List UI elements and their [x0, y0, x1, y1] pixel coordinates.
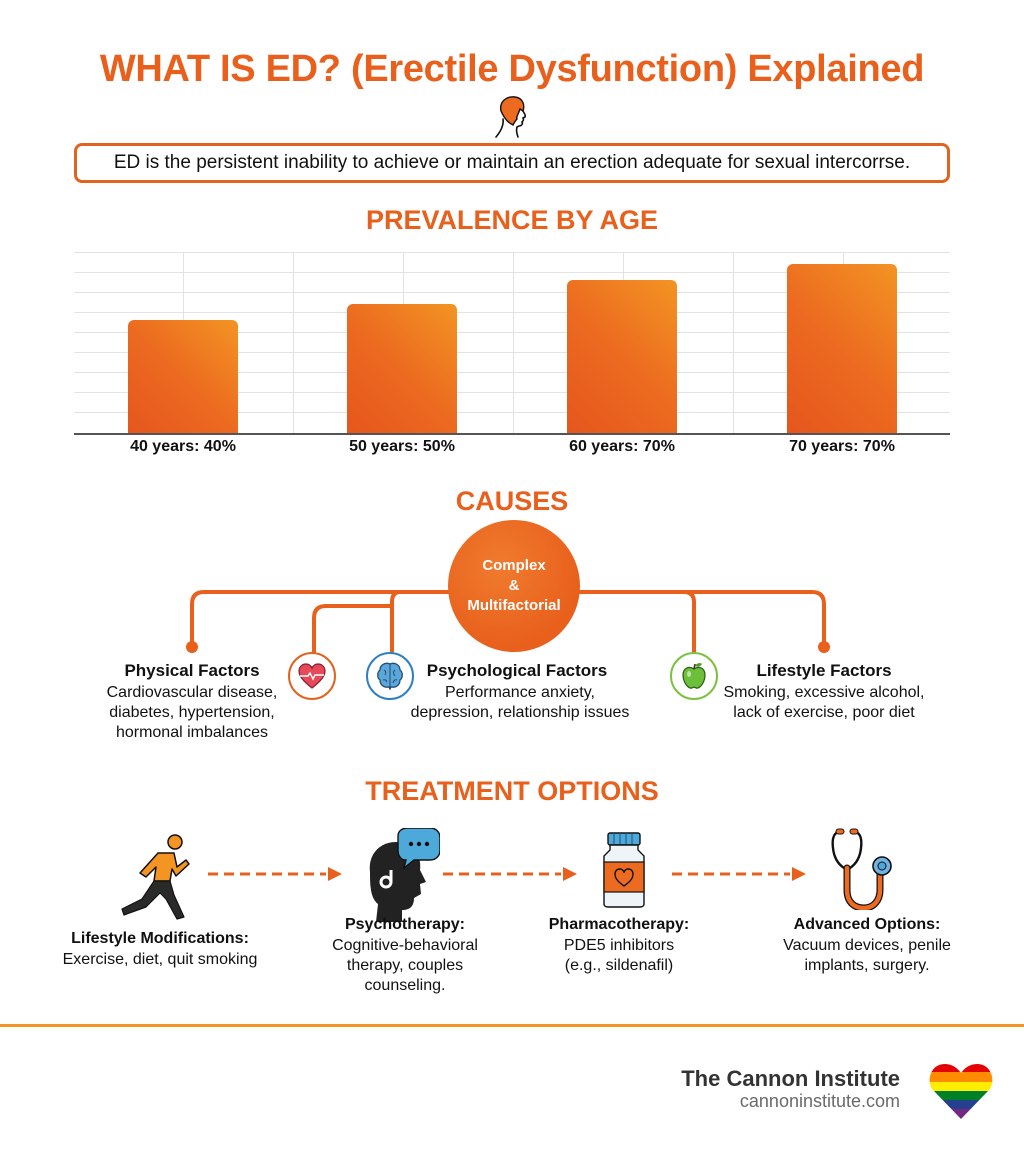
head-speech-bubble-icon — [369, 828, 440, 922]
apple-icon-circle — [670, 652, 718, 700]
lifestyle-line-1: Smoking, excessive alcohol, — [723, 684, 925, 701]
psychological-factors-title: Psychological Factors — [426, 661, 608, 680]
pharmacotherapy-desc: PDE5 inhibitors (e.g., sildenafil) — [524, 936, 714, 976]
definition-text: ED is the persistent inability to achiev… — [113, 152, 911, 173]
bar-70-years — [787, 264, 897, 433]
psychotherapy-line-1: Cognitive-behavioral — [332, 937, 478, 954]
bar-label-40: 40 years: 40% — [130, 438, 236, 455]
physical-factors-desc: Cardiovascular disease, diabetes, hypert… — [82, 683, 302, 743]
bar-40-years — [128, 320, 238, 433]
bar-60-years — [567, 280, 677, 433]
pharmacotherapy-line-2: (e.g., sildenafil) — [564, 957, 674, 974]
prevalence-bar-chart — [74, 252, 950, 435]
pharmacotherapy-line-1: PDE5 inhibitors — [563, 937, 675, 954]
causes-title: CAUSES — [455, 486, 569, 516]
psychotherapy-line-3: counseling. — [364, 977, 446, 994]
definition-box: ED is the persistent inability to achiev… — [74, 143, 950, 183]
psychotherapy-desc: Cognitive-behavioral therapy, couples co… — [300, 936, 510, 996]
bar-label-60: 60 years: 70% — [569, 438, 675, 455]
physical-line-3: hormonal imbalances — [115, 724, 269, 741]
pharmacotherapy-title: Pharmacotherapy: — [548, 916, 690, 933]
psychological-factors-desc: Performance anxiety, depression, relatio… — [390, 683, 650, 723]
psychotherapy-title: Psychotherapy: — [344, 916, 466, 933]
bar-50-years — [347, 304, 457, 433]
advanced-line-1: Vacuum devices, penile — [783, 937, 951, 954]
psychological-line-2: depression, relationship issues — [410, 704, 630, 721]
physical-line-1: Cardiovascular disease, — [106, 684, 278, 701]
physical-factors-title: Physical Factors — [124, 661, 260, 680]
psychotherapy-line-2: therapy, couples — [346, 957, 464, 974]
brain-icon-circle — [366, 652, 414, 700]
pill-bottle-icon — [603, 832, 645, 908]
running-person-icon — [121, 834, 190, 920]
psychological-line-1: Performance anxiety, — [445, 684, 595, 701]
rainbow-heart-icon — [929, 1064, 993, 1119]
head-profile-icon — [495, 96, 527, 138]
hub-line-1: Complex — [482, 557, 546, 574]
advanced-options-desc: Vacuum devices, penile implants, surgery… — [752, 936, 982, 976]
footer-divider — [0, 1024, 1024, 1027]
brain-icon — [377, 662, 403, 691]
bar-label-70: 70 years: 70% — [789, 438, 895, 455]
hub-line-3: Multifactorial — [467, 597, 561, 614]
advanced-line-2: implants, surgery. — [804, 957, 930, 974]
hub-line-2: & — [508, 577, 520, 594]
causes-hub-circle: Complex & Multifactorial — [448, 520, 580, 652]
stethoscope-icon — [831, 828, 892, 910]
arrow-1-icon — [208, 867, 342, 881]
lifestyle-modifications-desc: Exercise, diet, quit smoking — [40, 950, 280, 970]
arrow-3-icon — [672, 867, 806, 881]
treatment-title: TREATMENT OPTIONS — [365, 776, 659, 806]
physical-line-2: diabetes, hypertension, — [109, 704, 275, 721]
lifestyle-factors-title: Lifestyle Factors — [756, 661, 892, 680]
arrow-2-icon — [443, 867, 577, 881]
page-title: WHAT IS ED? (Erectile Dysfunction) Expla… — [99, 48, 925, 90]
lifestyle-mod-line-1: Exercise, diet, quit smoking — [62, 951, 258, 968]
heart-icon-circle — [288, 652, 336, 700]
heart-icon — [298, 663, 326, 689]
chart-baseline — [74, 433, 950, 435]
advanced-options-title: Advanced Options: — [793, 916, 941, 933]
lifestyle-factors-desc: Smoking, excessive alcohol, lack of exer… — [704, 683, 944, 723]
brand-name: The Cannon Institute — [681, 1066, 900, 1091]
brand-url[interactable]: cannoninstitute.com — [739, 1091, 900, 1111]
bar-label-50: 50 years: 50% — [349, 438, 455, 455]
prevalence-title: PREVALENCE BY AGE — [365, 205, 659, 235]
lifestyle-modifications-title: Lifestyle Modifications: — [71, 930, 249, 947]
apple-icon — [682, 663, 706, 689]
lifestyle-line-2: lack of exercise, poor diet — [733, 704, 915, 721]
